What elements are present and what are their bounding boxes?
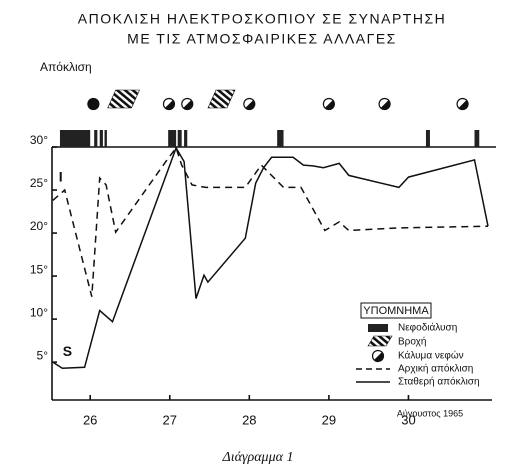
cloudiness-bar (59, 130, 91, 147)
chart-subtitle: ΜΕ ΤΙΣ ΑΤΜΟΣΦΑΙΡΙΚΕΣ ΑΛΛΑΓΕΣ (127, 31, 397, 47)
rain-mark (107, 89, 140, 109)
cloudiness-bar (425, 130, 430, 147)
y-tick-label: 10° (30, 305, 48, 319)
x-tick-label: 26 (83, 412, 97, 427)
legend-rain-icon (367, 335, 393, 347)
cloudiness-bar (277, 130, 284, 147)
cloud-cover-mark-half (245, 100, 255, 110)
cloud-cover-mark-half (165, 100, 175, 110)
x-tick-label: 30 (401, 412, 415, 427)
legend-label: Κάλυμα νεφών (398, 350, 464, 362)
x-note: Αύγουστος 1965 (397, 408, 463, 418)
y-tick-label: 5° (37, 348, 49, 362)
cloudiness-bar (177, 130, 182, 147)
cloudiness-bar (168, 130, 177, 147)
cloud-cover-mark-half (458, 100, 469, 110)
legend-label: Βροχή (398, 336, 426, 348)
rain-mark (207, 89, 236, 109)
legend-cloudiness-icon (368, 324, 388, 332)
chart-title: ΑΠΟΚΛΙΣΗ ΗΛΕΚΤΡΟΣΚΟΠΙΟΥ ΣΕ ΣΥΝΑΡΤΗΣΗ (78, 11, 446, 27)
y-tick-label: 15° (30, 262, 48, 276)
cloud-cover-mark-half (380, 100, 391, 110)
legend-cloud-icon-half (374, 352, 384, 362)
legend-title-box (360, 302, 432, 319)
y-tick-label: 30° (30, 133, 48, 147)
series-label: I (59, 169, 63, 185)
y-axis-label: Απόκλιση (40, 60, 92, 74)
x-tick-label: 29 (322, 412, 336, 427)
cloudiness-bar (474, 130, 480, 147)
cloud-cover-mark-half (324, 100, 335, 110)
x-tick-label: 28 (242, 412, 256, 427)
series-line (52, 146, 489, 297)
series-line (52, 146, 489, 369)
cloudiness-bar (94, 130, 98, 147)
y-tick-label: 20° (30, 219, 48, 233)
cloudiness-bar (104, 130, 107, 147)
legend-label: Νεφοδιάλυση (398, 322, 457, 334)
x-tick-label: 27 (163, 412, 177, 427)
cloudiness-bar (184, 130, 188, 147)
cloud-cover-mark-half (183, 100, 193, 110)
legend-label: Αρχική απόκλιση (398, 363, 473, 375)
legend-title: ΥΠΟΜΝΗΜΑ (363, 305, 429, 317)
y-tick-label: 25° (30, 176, 48, 190)
cloud-cover-mark (87, 97, 100, 111)
series-label: S (63, 343, 72, 359)
legend-label: Σταθερή απόκλιση (398, 376, 480, 388)
caption: Διάγραμμα 1 (222, 450, 294, 465)
cloudiness-bar (99, 130, 103, 147)
